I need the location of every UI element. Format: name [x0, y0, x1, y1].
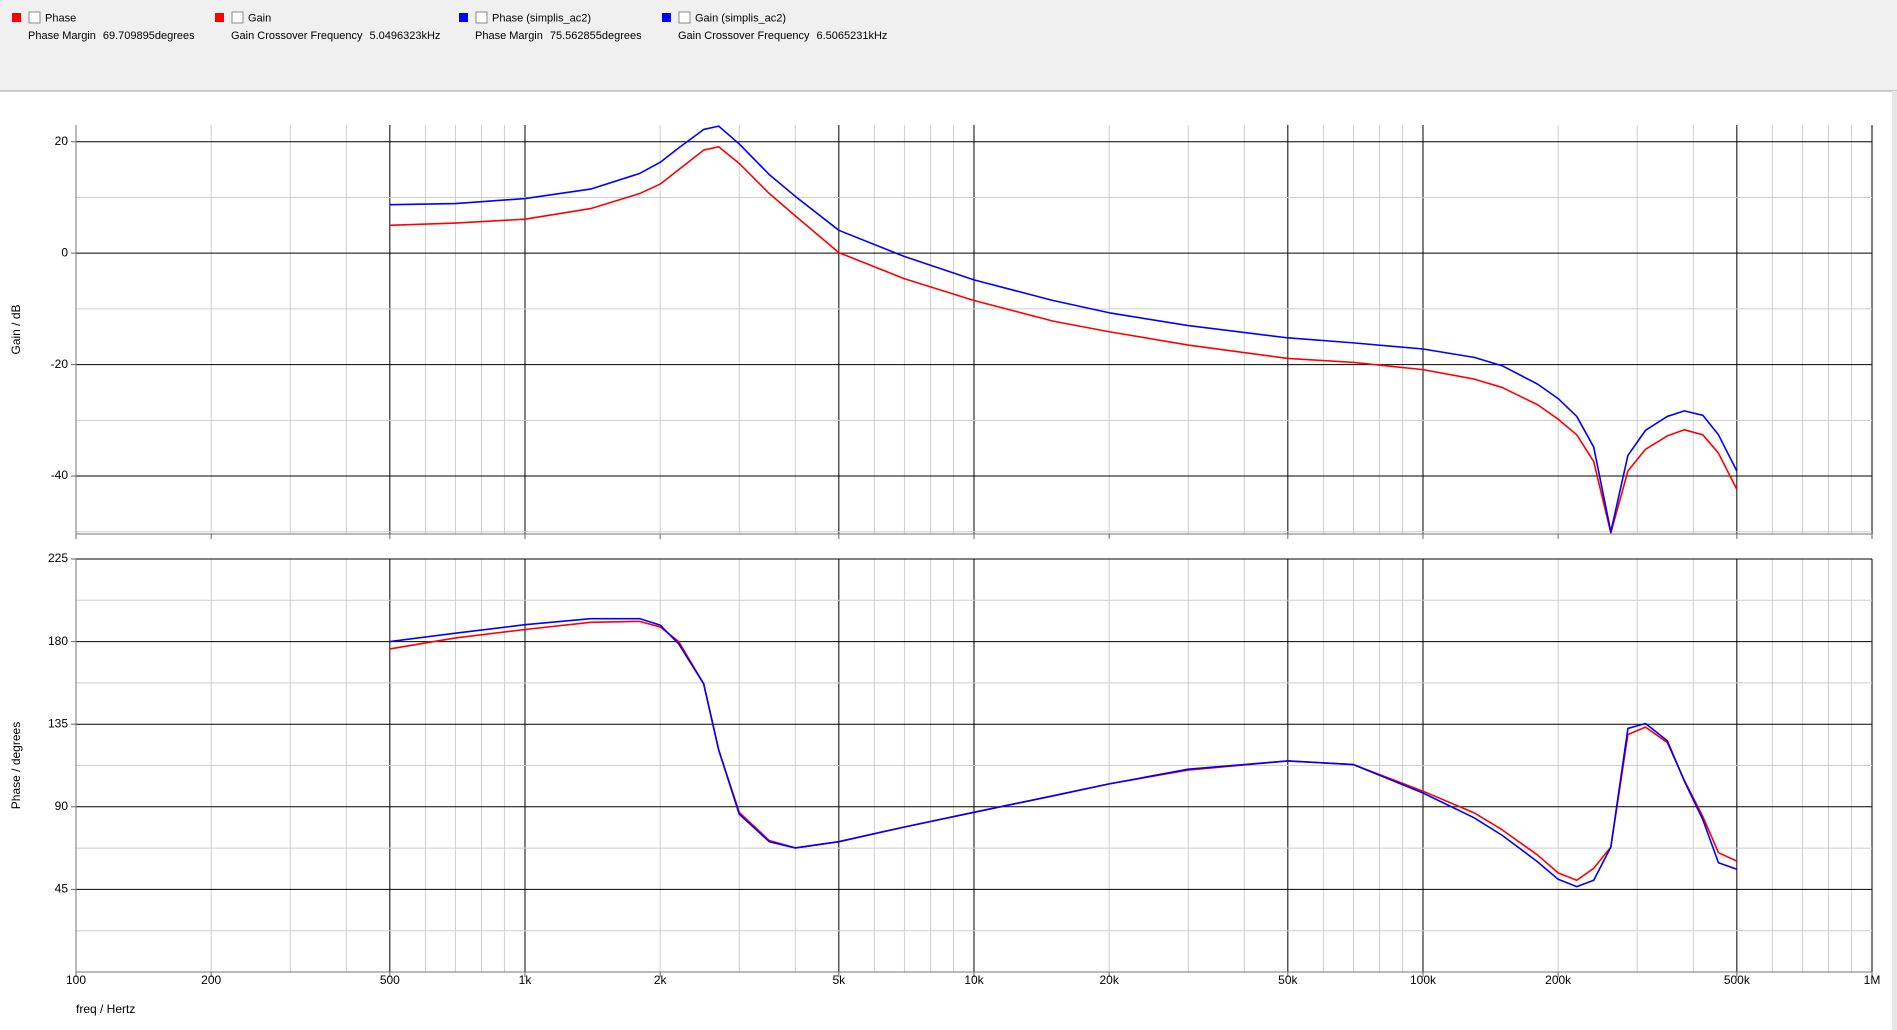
legend-checkbox[interactable] [475, 11, 488, 24]
y-axis-label: Gain / dB [9, 304, 23, 354]
measurement-label: Gain Crossover Frequency [678, 30, 810, 42]
legend-measurement: Phase Margin 75.562855degrees [475, 30, 642, 42]
legend-swatch [459, 13, 468, 22]
x-tick-label: 2k [654, 973, 668, 987]
legend-checkbox[interactable] [28, 11, 41, 24]
measurement-value: 75.562855degrees [550, 30, 642, 42]
legend-item[interactable]: Phase Phase Margin 69.709895degrees [12, 11, 195, 42]
y-tick-label: 45 [55, 882, 69, 896]
x-tick-label: 1M [1864, 973, 1881, 987]
x-tick-label: 500k [1724, 973, 1751, 987]
y-tick-label: 135 [48, 716, 68, 730]
series-line [389, 620, 1738, 882]
legend-measurement: Gain Crossover Frequency 6.5065231kHz [678, 30, 887, 42]
x-tick-label: 20k [1099, 973, 1119, 987]
x-tick-label: 500 [380, 973, 400, 987]
legend-item[interactable]: Phase (simplis_ac2) Phase Margin 75.562855… [459, 11, 642, 42]
x-tick-label: 200k [1545, 973, 1572, 987]
legend-checkbox[interactable] [231, 11, 244, 24]
x-tick-label: 10k [964, 973, 984, 987]
scroll-edge [1892, 91, 1897, 1030]
y-tick-label: -20 [51, 357, 69, 371]
measurement-label: Phase Margin [28, 30, 96, 42]
y-tick-label: 0 [61, 245, 68, 259]
legend-checkbox[interactable] [678, 11, 691, 24]
legend-swatch [12, 13, 21, 22]
y-tick-label: -40 [51, 468, 69, 482]
y-axis-label: Phase / degrees [9, 722, 23, 809]
legend-label: Gain [248, 12, 271, 24]
x-tick-label: 5k [832, 973, 846, 987]
legend-label: Gain (simplis_ac2) [695, 12, 786, 24]
x-tick-label: 100k [1410, 973, 1437, 987]
x-tick-label: 50k [1278, 973, 1298, 987]
measurement-label: Phase Margin [475, 30, 543, 42]
legend-item[interactable]: Gain (simplis_ac2) Gain Crossover Frequen… [662, 11, 887, 42]
measurement-value: 5.0496323kHz [369, 30, 440, 42]
legend-swatch [215, 13, 224, 22]
grid [71, 558, 1873, 977]
legend-measurement: Phase Margin 69.709895degrees [28, 30, 195, 42]
x-axis-label: freq / Hertz [76, 1002, 135, 1016]
legend-strip [0, 0, 1897, 91]
legend-label: Phase [45, 12, 76, 24]
y-tick-label: 180 [48, 634, 68, 648]
legend-swatch [662, 13, 671, 22]
x-tick-label: 200 [201, 973, 221, 987]
y-tick-label: 20 [55, 134, 69, 148]
x-tick-label: 100 [66, 973, 86, 987]
y-tick-label: 90 [55, 799, 69, 813]
y-tick-label: 225 [48, 551, 68, 565]
grid [71, 125, 1873, 539]
legend-measurement: Gain Crossover Frequency 5.0496323kHz [231, 30, 440, 42]
legend-item[interactable]: Gain Gain Crossover Frequency 5.0496323kHz [215, 11, 440, 42]
measurement-value: 69.709895degrees [103, 30, 195, 42]
legend-label: Phase (simplis_ac2) [492, 12, 591, 24]
measurement-value: 6.5065231kHz [816, 30, 887, 42]
measurement-label: Gain Crossover Frequency [231, 30, 363, 42]
series-line [389, 125, 1738, 533]
series-line [389, 617, 1738, 888]
series-line [389, 145, 1738, 534]
x-tick-label: 1k [519, 973, 533, 987]
